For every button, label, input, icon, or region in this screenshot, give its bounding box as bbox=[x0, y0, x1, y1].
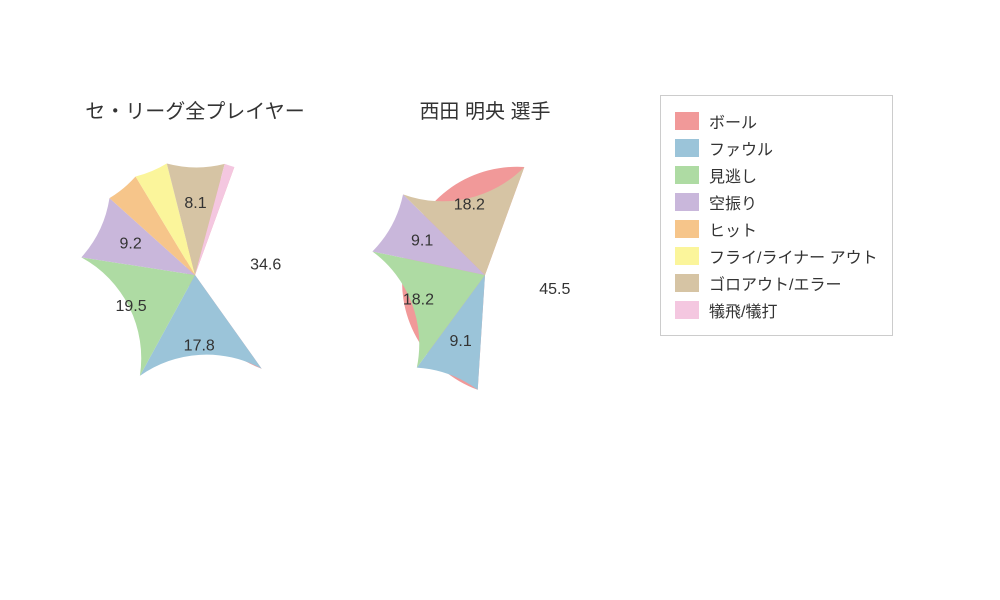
pie-slice-label-swing: 9.1 bbox=[411, 233, 433, 250]
pie-slice-label-foul: 17.8 bbox=[184, 337, 215, 354]
legend-item-hit: ヒット bbox=[675, 217, 878, 241]
chart-canvas: セ・リーグ全プレイヤー 34.617.819.59.28.1 西田 明央 選手 … bbox=[0, 0, 1000, 600]
chart-title-league: セ・リーグ全プレイヤー bbox=[65, 95, 325, 124]
legend-swatch-ground bbox=[675, 274, 699, 292]
legend: ボールファウル見逃し空振りヒットフライ/ライナー アウトゴロアウト/エラー犠飛/… bbox=[660, 95, 893, 336]
legend-item-sac: 犠飛/犠打 bbox=[675, 298, 878, 322]
pie-slice-label-foul: 9.1 bbox=[449, 333, 471, 350]
legend-swatch-ball bbox=[675, 112, 699, 130]
legend-item-ground: ゴロアウト/エラー bbox=[675, 271, 878, 295]
legend-item-foul: ファウル bbox=[675, 136, 878, 160]
pie-slice-label-ground: 18.2 bbox=[454, 197, 485, 214]
legend-swatch-hit bbox=[675, 220, 699, 238]
chart-title-player: 西田 明央 選手 bbox=[355, 95, 615, 124]
legend-swatch-swing bbox=[675, 193, 699, 211]
legend-label-foul: ファウル bbox=[709, 136, 773, 160]
pie-chart-league: 34.6 17.8 19.5 9.2 8.1 bbox=[80, 160, 310, 390]
legend-swatch-sac bbox=[675, 301, 699, 319]
pie-slice-label-look: 19.5 bbox=[115, 298, 146, 315]
legend-swatch-foul bbox=[675, 139, 699, 157]
legend-item-ball: ボール bbox=[675, 109, 878, 133]
legend-label-ball: ボール bbox=[709, 109, 757, 133]
legend-label-look: 見逃し bbox=[709, 163, 757, 187]
legend-label-fly: フライ/ライナー アウト bbox=[709, 244, 878, 268]
legend-label-ground: ゴロアウト/エラー bbox=[709, 271, 841, 295]
legend-swatch-fly bbox=[675, 247, 699, 265]
legend-label-sac: 犠飛/犠打 bbox=[709, 298, 777, 322]
pie-slice-label-ground: 8.1 bbox=[184, 195, 206, 212]
legend-item-look: 見逃し bbox=[675, 163, 878, 187]
pie-slice-label-swing: 9.2 bbox=[119, 236, 141, 253]
pie-chart-player: 45.5 9.1 18.2 9.1 18.2 bbox=[370, 160, 600, 390]
pie-svg-player: 45.5 9.1 18.2 9.1 18.2 bbox=[370, 160, 600, 390]
pie-slice-label-ball: 34.6 bbox=[250, 257, 281, 274]
pie-svg-league: 34.6 17.8 19.5 9.2 8.1 bbox=[80, 160, 310, 390]
legend-item-fly: フライ/ライナー アウト bbox=[675, 244, 878, 268]
legend-label-hit: ヒット bbox=[709, 217, 757, 241]
pie-slice-label-ball: 45.5 bbox=[539, 281, 570, 298]
legend-swatch-look bbox=[675, 166, 699, 184]
legend-label-swing: 空振り bbox=[709, 190, 757, 214]
pie-slice-label-look: 18.2 bbox=[403, 292, 434, 309]
legend-item-swing: 空振り bbox=[675, 190, 878, 214]
